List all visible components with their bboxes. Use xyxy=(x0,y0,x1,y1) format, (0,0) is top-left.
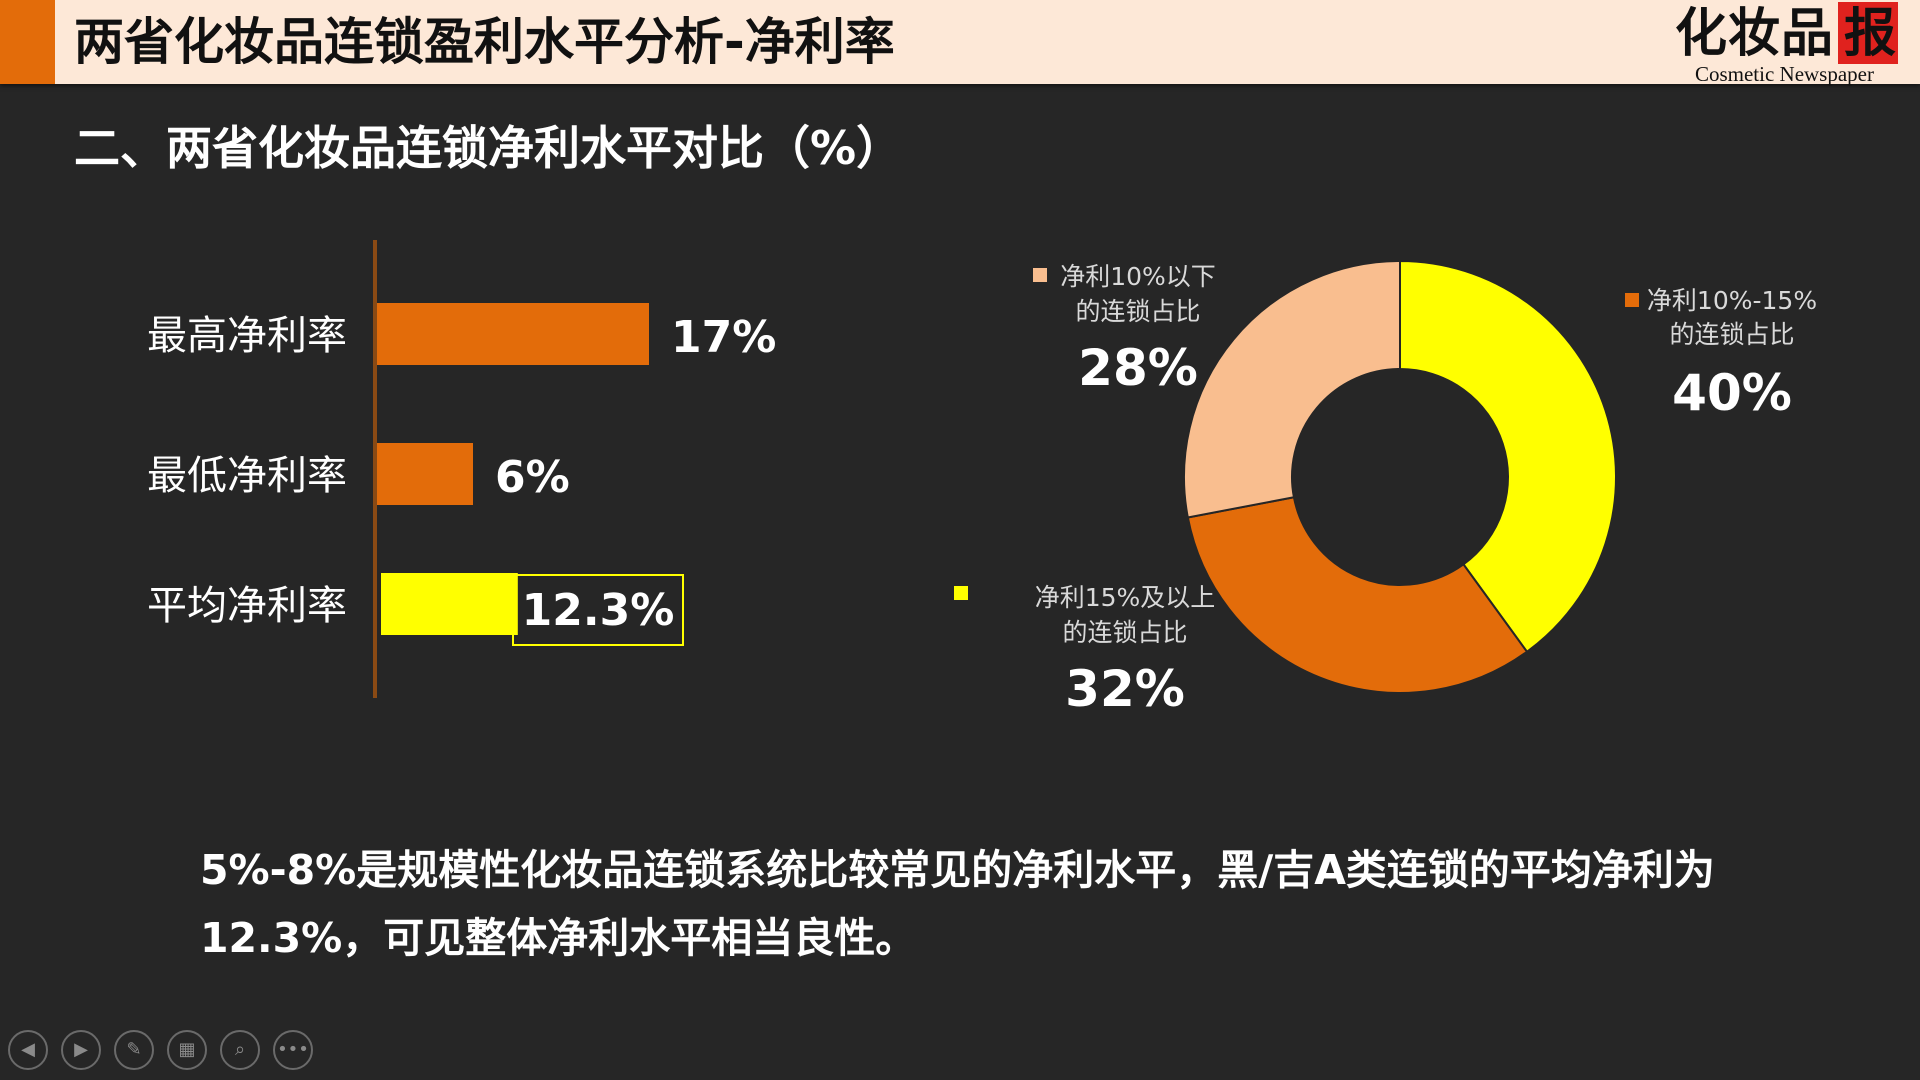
bar-value-label: 17% xyxy=(671,312,776,363)
header-bar xyxy=(0,0,1920,84)
bar-chart: 最高净利率 17% 最低净利率 6% 平均净利率 12.3% xyxy=(147,240,776,698)
slice-label-line2: 的连锁占比 xyxy=(1075,297,1200,326)
donut-slice-0 xyxy=(1399,259,1617,654)
slice-percent-label: 40% xyxy=(1672,364,1792,422)
bar-0 xyxy=(377,303,649,365)
average-label-box xyxy=(512,574,684,646)
slice-label-line1: 净利10%以下 xyxy=(1060,262,1216,291)
slice-label-line2: 的连锁占比 xyxy=(1669,320,1794,349)
section-title: 二、两省化妆品连锁净利水平对比（%） xyxy=(74,121,903,175)
logo-text: 化妆品 xyxy=(1674,3,1834,64)
prev-icon[interactable]: ◀ xyxy=(8,1030,48,1070)
bar-value-label: 12.3% xyxy=(522,585,675,636)
pen-icon[interactable]: ✎ xyxy=(114,1030,154,1070)
slice-label-line1: 净利10%-15% xyxy=(1647,286,1817,315)
slice-percent-label: 32% xyxy=(1065,660,1185,718)
bar-category-label: 平均净利率 xyxy=(147,583,347,629)
bar-category-label: 最高净利率 xyxy=(147,313,347,359)
bar-2 xyxy=(381,573,518,635)
slice-percent-label: 28% xyxy=(1078,339,1198,397)
donut-slice-1 xyxy=(1186,496,1529,694)
legend-swatch xyxy=(1625,293,1639,307)
page-title: 两省化妆品连锁盈利水平分析-净利率 xyxy=(74,13,895,71)
next-icon[interactable]: ▶ xyxy=(61,1030,101,1070)
summary-text: 5%-8%是规模性化妆品连锁系统比较常见的净利水平，黑/吉A类连锁的平均净利为1… xyxy=(200,846,1715,962)
zoom-icon[interactable]: ⌕ xyxy=(220,1030,260,1070)
logo-stamp xyxy=(1838,2,1898,64)
slides-icon[interactable]: ▦ xyxy=(167,1030,207,1070)
logo: 报 化妆品 Cosmetic Newspaper xyxy=(1638,2,1898,86)
bar-1 xyxy=(377,443,473,505)
legend-swatch xyxy=(1033,268,1047,282)
legend-swatch xyxy=(954,586,968,600)
bar-category-label: 最低净利率 xyxy=(147,453,347,499)
slice-label-line1: 净利15%及以上 xyxy=(1035,583,1216,612)
slice-label-line2: 的连锁占比 xyxy=(1062,618,1187,647)
more-icon[interactable]: ••• xyxy=(273,1030,313,1070)
logo-subtitle: Cosmetic Newspaper xyxy=(1694,62,1874,86)
donut-slice-2 xyxy=(1183,259,1401,519)
donut-chart: 净利10%-15%的连锁占比40%净利15%及以上的连锁占比32%净利10%以下… xyxy=(954,259,1817,718)
header-accent xyxy=(0,0,55,84)
bar-value-label: 6% xyxy=(495,452,570,503)
logo-stamp-char: 报 xyxy=(1843,3,1896,64)
slideshow-controls: ◀ ▶ ✎ ▦ ⌕ ••• xyxy=(8,1030,313,1074)
